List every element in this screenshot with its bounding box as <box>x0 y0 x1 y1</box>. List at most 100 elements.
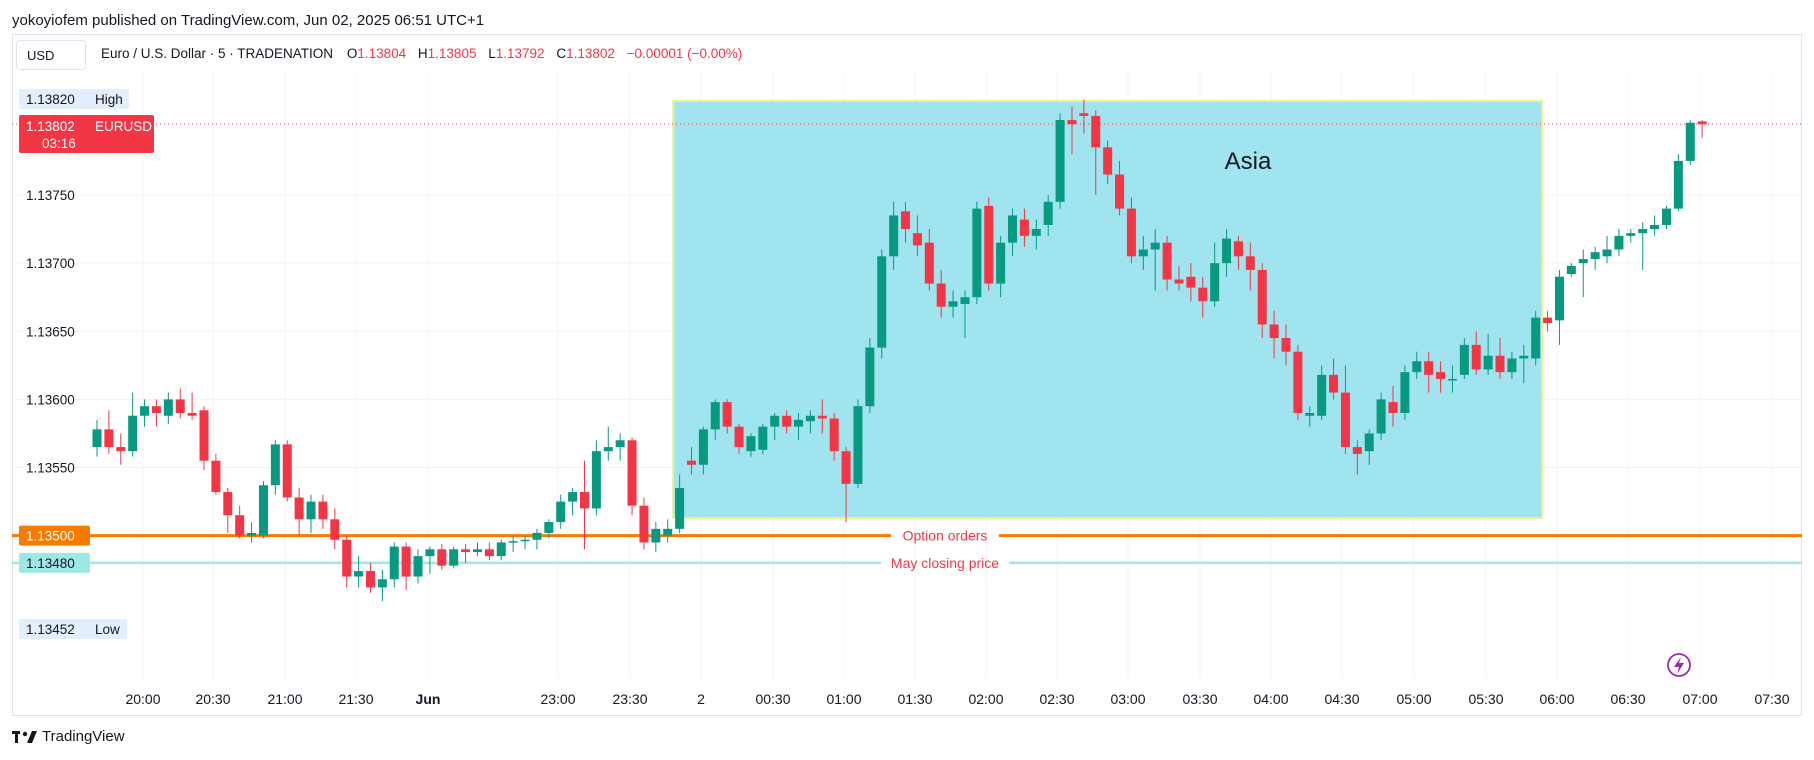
candle-body <box>449 549 459 566</box>
chart-frame <box>12 34 1802 716</box>
candle-body <box>663 528 673 536</box>
candle-body <box>1531 317 1541 359</box>
candle-body <box>1436 372 1446 379</box>
candle-body <box>841 451 851 484</box>
high-price-value: 1.13820 <box>26 92 75 107</box>
x-tick-label: 06:00 <box>1539 691 1574 707</box>
brand-name: TradingView <box>42 728 125 745</box>
candle-body <box>211 460 221 493</box>
candle-body <box>817 415 827 419</box>
candle-body <box>1566 265 1576 275</box>
candle-body <box>1661 208 1671 225</box>
level-price-tag <box>19 552 90 573</box>
y-tick-label: 1.13600 <box>26 392 75 407</box>
candle-body <box>1138 249 1148 257</box>
low-label: L <box>488 46 496 61</box>
candle-body <box>175 399 185 414</box>
x-tick-label: 21:30 <box>338 691 373 707</box>
candle-body <box>247 532 257 536</box>
high-price-tag-text: High <box>95 92 123 107</box>
candle-body <box>330 519 340 540</box>
last-price-symbol: EURUSD <box>95 119 152 134</box>
level-price-tag <box>19 525 90 546</box>
candle-body <box>1388 402 1398 414</box>
candle-body <box>1008 215 1018 243</box>
open-value: 1.13804 <box>357 46 407 61</box>
price-axis: 1.13750 1.13700 1.13650 1.13600 1.13550 1.135… <box>19 89 154 639</box>
candle-body <box>1079 113 1089 116</box>
symbol-title[interactable]: Euro / U.S. Dollar · 5 · TRADENATION <box>101 46 334 61</box>
high-label: H <box>417 46 428 61</box>
candle-body <box>1245 256 1255 270</box>
candle-body <box>1447 378 1457 381</box>
candle-body <box>282 444 292 498</box>
candle-body <box>163 399 173 416</box>
candle-body <box>1174 279 1184 284</box>
close-label: C <box>556 46 567 61</box>
candle-body <box>270 444 280 486</box>
candle-body <box>1543 317 1553 324</box>
candle-body <box>1281 338 1291 352</box>
candle-body <box>413 556 423 577</box>
candle-body <box>984 205 994 284</box>
level-price-text: 1.13480 <box>26 556 75 571</box>
candle-body <box>365 571 375 588</box>
candle-body <box>758 426 768 450</box>
candle-body <box>1471 344 1481 370</box>
candle-body <box>199 410 209 461</box>
x-tick-label: Jun <box>416 691 441 707</box>
currency-button[interactable]: USD <box>16 40 86 70</box>
candle-body <box>556 501 566 523</box>
candle-body <box>437 549 447 566</box>
candle-body <box>1673 160 1683 209</box>
level-price-text: 1.13500 <box>26 529 75 544</box>
candle-body <box>1067 120 1077 125</box>
candle-body <box>389 546 399 580</box>
candle-body <box>140 406 150 416</box>
candle-body <box>996 242 1006 284</box>
candle-body <box>151 406 161 414</box>
x-tick-label: 23:00 <box>540 691 575 707</box>
candle-body <box>1043 201 1053 225</box>
x-tick-label: 04:00 <box>1253 691 1288 707</box>
candle-body <box>639 505 649 543</box>
change-value: −0.00001 (−0.00%) <box>626 46 743 61</box>
x-tick-label: 01:00 <box>826 691 861 707</box>
candle-body <box>924 242 934 284</box>
candle-body <box>544 522 554 533</box>
y-tick-label: 1.13550 <box>26 461 75 476</box>
candle-body <box>1210 263 1220 302</box>
tradingview-logo[interactable]: TradingView <box>12 728 125 745</box>
candle-body <box>1638 229 1648 234</box>
candle-body <box>1400 372 1410 414</box>
x-tick-label: 05:30 <box>1468 691 1503 707</box>
candle-body <box>972 208 982 298</box>
low-price-tag <box>19 619 127 639</box>
candle-body <box>1352 447 1362 454</box>
candle-body <box>1519 355 1529 359</box>
candle-body <box>770 415 780 427</box>
x-tick-label: 21:00 <box>267 691 302 707</box>
candle-body <box>734 426 744 448</box>
candle-body <box>235 515 245 536</box>
candle-body <box>1091 115 1101 148</box>
candle-body <box>1162 242 1172 280</box>
low-price-value: 1.13452 <box>26 622 75 637</box>
candle-body <box>1293 351 1303 414</box>
bar-countdown: 03:16 <box>42 136 76 151</box>
last-price-value: 1.13802 <box>26 119 75 134</box>
candle-body <box>794 419 804 427</box>
candle-body <box>461 549 471 553</box>
candle-body <box>1317 374 1327 416</box>
candle-body <box>223 492 233 516</box>
candle-body <box>853 406 863 484</box>
y-tick-label: 1.13650 <box>26 324 75 339</box>
high-value: 1.13805 <box>427 46 477 61</box>
x-tick-label: 03:00 <box>1110 691 1145 707</box>
lightning-icon[interactable] <box>1667 653 1691 677</box>
x-tick-label: 06:30 <box>1610 691 1645 707</box>
candle-body <box>1055 120 1065 202</box>
candle-body <box>318 501 328 520</box>
candle-body <box>294 497 304 520</box>
